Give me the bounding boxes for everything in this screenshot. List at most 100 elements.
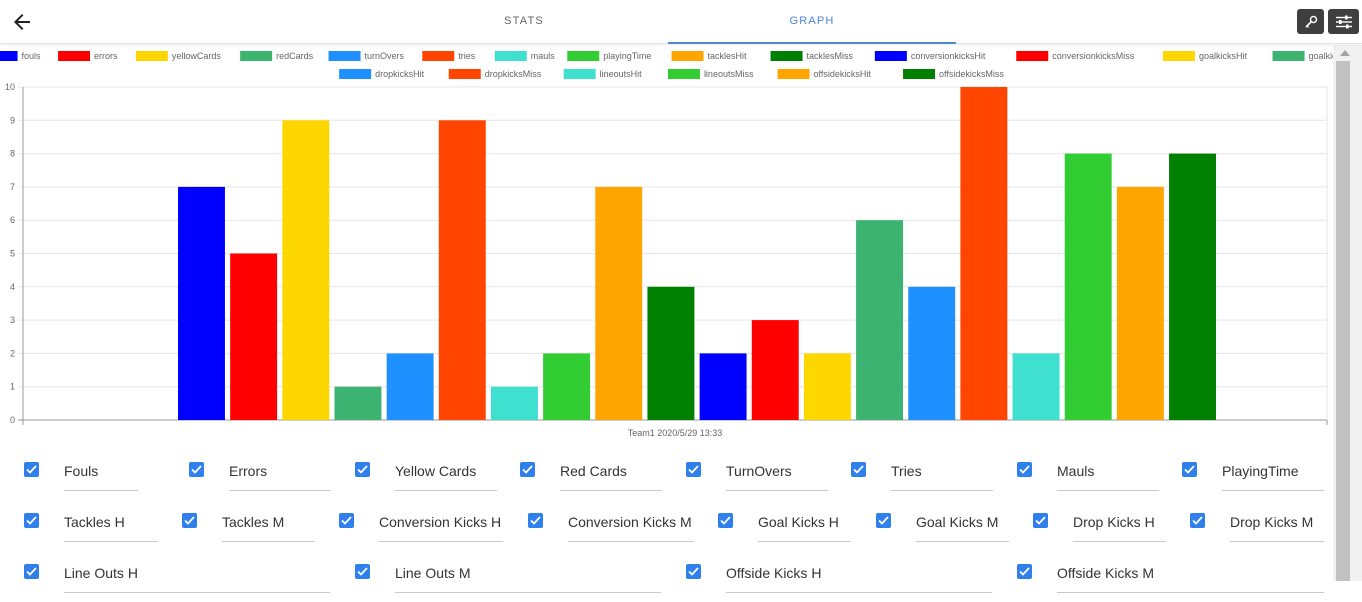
checkbox-label[interactable]: Drop Kicks M	[1230, 514, 1314, 530]
top-bar: STATS GRAPH	[0, 0, 1362, 44]
checkbox-label[interactable]: Drop Kicks H	[1073, 514, 1155, 530]
checkbox[interactable]	[686, 462, 701, 477]
checkbox-label[interactable]: Tackles M	[222, 514, 285, 530]
field-underline	[395, 490, 497, 491]
checkbox-label[interactable]: Goal Kicks M	[916, 514, 999, 530]
checkbox-label[interactable]: Offside Kicks H	[726, 565, 822, 581]
legend-swatch-turnOvers	[328, 51, 361, 61]
legend-label-playingTime: playingTime	[603, 51, 651, 61]
scrollbar-thumb[interactable]	[1336, 61, 1350, 581]
checkbox-label[interactable]: Tackles H	[64, 514, 125, 530]
checkmark-icon	[1192, 516, 1203, 525]
checkbox-label[interactable]: Offside Kicks M	[1057, 565, 1154, 581]
checkbox[interactable]	[528, 513, 543, 528]
checkmark-icon	[720, 516, 731, 525]
checkbox[interactable]	[718, 513, 733, 528]
checkmark-icon	[191, 465, 202, 474]
bar-dropkicksHit	[908, 286, 956, 420]
checkbox-label[interactable]: Fouls	[64, 463, 99, 479]
checkbox[interactable]	[686, 564, 701, 579]
field-underline	[229, 490, 331, 491]
checkbox[interactable]	[1017, 462, 1032, 477]
checkbox-label[interactable]: Line Outs H	[64, 565, 138, 581]
bar-offsidekicksHit	[1116, 186, 1164, 420]
checkbox[interactable]	[355, 462, 370, 477]
checkbox-label[interactable]: Errors	[229, 463, 268, 479]
legend-label-fouls: fouls	[22, 51, 42, 61]
checkmark-icon	[853, 465, 864, 474]
checkbox[interactable]	[24, 513, 39, 528]
bar-goalkicksMiss	[856, 220, 904, 420]
checkbox-label[interactable]: Conversion Kicks M	[568, 514, 692, 530]
legend-swatch-dropkicksMiss	[448, 69, 481, 79]
field-underline	[64, 541, 158, 542]
checkbox-label[interactable]: TurnOvers	[726, 463, 792, 479]
checkbox-row: Line Outs H Line Outs M Offside Kicks H Off…	[0, 552, 1333, 602]
checkmark-icon	[26, 465, 37, 474]
legend-label-redCards: redCards	[276, 51, 314, 61]
legend-swatch-lineoutsMiss	[667, 69, 700, 79]
checkbox-label[interactable]: PlayingTime	[1222, 463, 1299, 479]
bar-dropkicksMiss	[960, 87, 1008, 420]
checkbox-label[interactable]: Mauls	[1057, 463, 1095, 479]
checkbox-label[interactable]: Goal Kicks H	[758, 514, 839, 530]
checkbox-label[interactable]: Yellow Cards	[395, 463, 477, 479]
legend-label-tries: tries	[458, 51, 476, 61]
checkbox[interactable]	[339, 513, 354, 528]
checkbox[interactable]	[1182, 462, 1197, 477]
field-underline	[1057, 490, 1159, 491]
back-arrow-icon[interactable]	[10, 10, 34, 34]
legend-label-lineoutsHit: lineoutsHit	[600, 69, 643, 79]
legend-label-offsidekicksHit: offsidekicksHit	[814, 69, 872, 79]
bar-errors	[230, 253, 278, 420]
bar-chart: 0 1 2 3 4 5 6 7 8 9 10 Team1 2020/5/29 13:33 fouls er…	[0, 51, 1333, 438]
checkbox[interactable]	[182, 513, 197, 528]
checkbox[interactable]	[355, 564, 370, 579]
legend-swatch-tacklesHit	[671, 51, 704, 61]
checkbox[interactable]	[24, 564, 39, 579]
field-underline	[222, 541, 315, 542]
legend-label-goalkicksMiss: goalkicksMiss	[1309, 51, 1333, 61]
legend-label-dropkicksHit: dropkicksHit	[375, 69, 425, 79]
legend-label-tacklesHit: tacklesHit	[708, 51, 748, 61]
checkbox[interactable]	[24, 462, 39, 477]
checkbox-label[interactable]: Tries	[891, 463, 922, 479]
y-tick-label: 10	[5, 82, 15, 92]
y-tick-label: 2	[10, 348, 15, 358]
checkbox[interactable]	[1033, 513, 1048, 528]
checkbox[interactable]	[1190, 513, 1205, 528]
wrench-icon[interactable]	[1297, 9, 1324, 34]
checkbox[interactable]	[851, 462, 866, 477]
field-underline	[560, 490, 662, 491]
legend-swatch-dropkicksHit	[339, 69, 372, 79]
checkbox[interactable]	[520, 462, 535, 477]
checkmark-icon	[184, 516, 195, 525]
checkbox-label[interactable]: Conversion Kicks H	[379, 514, 502, 530]
field-underline	[1230, 541, 1324, 542]
tab-stats[interactable]: STATS	[504, 15, 544, 27]
y-tick-label: 9	[10, 115, 15, 125]
checkbox-label[interactable]: Red Cards	[560, 463, 627, 479]
scroll-up-arrow-icon[interactable]	[1340, 50, 1350, 56]
checkbox-label[interactable]: Line Outs M	[395, 565, 471, 581]
field-underline	[395, 592, 661, 593]
checkbox[interactable]	[876, 513, 891, 528]
bar-tacklesHit	[595, 186, 643, 420]
bar-fouls	[178, 186, 225, 420]
checkbox[interactable]	[189, 462, 204, 477]
bar-playingTime	[543, 353, 591, 420]
sliders-icon[interactable]	[1328, 9, 1359, 34]
checkbox[interactable]	[1017, 564, 1032, 579]
checkmark-icon	[1019, 465, 1030, 474]
bar-tacklesMiss	[647, 286, 695, 420]
field-underline	[379, 541, 503, 542]
checkmark-icon	[688, 465, 699, 474]
y-tick-label: 7	[10, 182, 15, 192]
legend-label-goalkicksHit: goalkicksHit	[1199, 51, 1248, 61]
legend-label-yellowCards: yellowCards	[172, 51, 222, 61]
x-category-label: Team1 2020/5/29 13:33	[628, 428, 723, 438]
tab-graph[interactable]: GRAPH	[668, 0, 956, 44]
legend-swatch-offsidekicksMiss	[903, 69, 936, 79]
checkmark-icon	[522, 465, 533, 474]
checkmark-icon	[530, 516, 541, 525]
